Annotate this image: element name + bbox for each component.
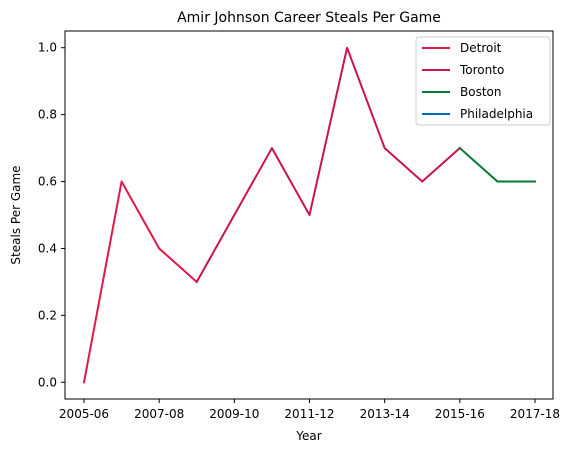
series-layer — [82, 46, 536, 384]
legend-label-detroit: Detroit — [460, 41, 502, 55]
x-tick-label: 2013-14 — [360, 407, 410, 421]
x-axis: 2005-06 2007-08 2009-10 2011-12 2013-14 2015-… — [59, 399, 560, 421]
y-axis-label: Steals Per Game — [9, 165, 23, 264]
x-tick-label: 2009-10 — [209, 407, 259, 421]
y-tick-label: 0.0 — [38, 375, 57, 389]
legend-label-boston: Boston — [460, 85, 501, 99]
x-tick-label: 2015-16 — [435, 407, 485, 421]
y-tick-label: 1.0 — [38, 41, 57, 55]
legend-box — [415, 36, 551, 126]
x-tick-label: 2017-18 — [510, 407, 560, 421]
x-axis-label: Year — [295, 429, 321, 443]
x-tick-label: 2011-12 — [284, 407, 334, 421]
y-tick-label: 0.2 — [38, 308, 57, 322]
legend-label-philadelphia: Philadelphia — [460, 107, 533, 121]
series-line-boston — [458, 146, 536, 183]
chart-title: Amir Johnson Career Steals Per Game — [177, 10, 441, 26]
legend: Detroit Toronto Boston Philadelphia — [415, 36, 551, 126]
legend-label-toronto: Toronto — [459, 63, 504, 77]
y-tick-label: 0.8 — [38, 108, 57, 122]
x-tick-label: 2007-08 — [134, 407, 184, 421]
y-axis: 0.0 0.2 0.4 0.6 0.8 1.0 — [38, 41, 65, 389]
x-tick-label: 2005-06 — [59, 407, 109, 421]
series-line-detroit — [82, 180, 199, 384]
y-tick-label: 0.4 — [38, 241, 57, 255]
y-tick-label: 0.6 — [38, 175, 57, 189]
series-line-toronto — [195, 46, 462, 284]
